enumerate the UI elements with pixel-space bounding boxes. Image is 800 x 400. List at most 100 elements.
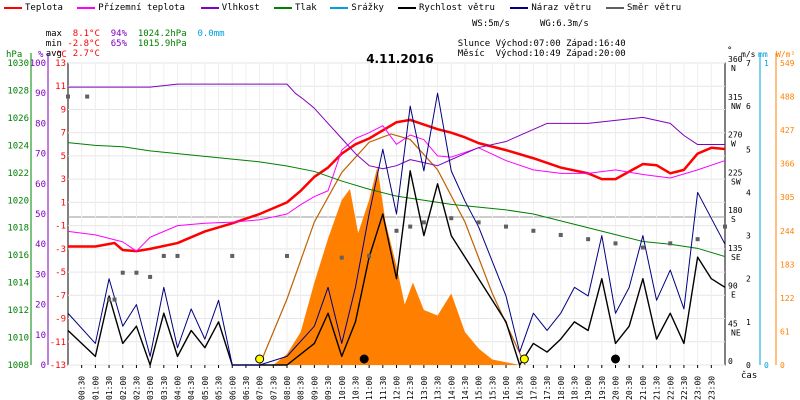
legend-label: Rychlost větru [419,3,495,13]
dir-tick-label: 135 [728,244,743,253]
x-tick-label: 06:00 [228,376,237,400]
ms-tick-label: 4 [746,188,751,197]
wm2-tick-label: 549 [780,59,795,68]
wind-direction-point [285,253,289,258]
hpa-axis-tick-label: 1026 [7,114,29,124]
stats-min: min -2.8°C 65% 1015.9hPa [24,29,187,59]
ms-tick-label: 7 [746,59,751,68]
dir-tick-compass: E [731,291,736,300]
ms-tick-label: 1 [746,318,751,327]
x-tick-label: 16:00 [502,376,511,400]
wm2-tick-label: 122 [780,294,795,303]
x-tick-label: 00:30 [78,376,87,400]
moon-label: Měsíc [457,49,485,59]
x-tick-label: 21:00 [639,376,648,400]
hpa-axis-tick-label: 1030 [7,59,29,69]
pct-axis-tick-label: 60 [35,180,46,190]
wm2-tick-label: 427 [780,126,795,135]
x-tick-label: 10:30 [351,376,360,400]
sun-set: Západ:16:40 [566,39,626,49]
legend-item: Tlak [274,3,317,13]
dir-tick-compass: SW [731,177,741,186]
ms-tick-label: 3 [746,232,751,241]
dir-tick-compass: S [731,215,736,224]
x-tick-label: 11:30 [379,376,388,400]
pct-axis-tick-label: 10 [35,331,46,341]
wind-direction-point [504,224,508,229]
x-tick-label: 07:30 [269,376,278,400]
chart-title: 4.11.2016 [366,52,434,66]
legend-swatch [330,6,349,9]
x-tick-label: 09:00 [310,376,319,400]
sun-rise: Východ:07:00 [495,39,561,49]
legend-item: Rychlost větru [398,3,495,13]
stats-max-hum: 94% [110,29,127,39]
legend-label: Směr větru [627,3,682,13]
hpa-axis-tick-label: 1010 [7,334,29,344]
legend-swatch [606,6,624,9]
x-tick-label: 01:30 [105,376,114,400]
dir-tick-compass: NW [731,102,741,111]
wind-ws: WS:5m/s [472,19,510,29]
wm2-tick-label: 305 [780,193,795,202]
dir-tick-label: 90 [728,282,738,291]
wind-direction-point [421,220,426,225]
x-tick-label: 19:30 [598,376,607,400]
hpa-axis-tick-label: 1020 [7,196,29,206]
dir-tick-label: 180 [728,206,743,215]
pct-axis-tick-label: 40 [35,240,46,250]
x-tick-label: 20:30 [625,376,634,400]
x-tick-label: 10:00 [338,376,347,400]
pct-axis-tick-label: 70 [35,150,46,160]
dir-tick-compass: N [731,64,736,73]
ms-tick-label: 6 [746,102,751,111]
hpa-axis-tick-label: 1014 [7,279,29,289]
temp-axis-tick-label: 9 [61,105,66,115]
x-tick-label: 14:00 [447,376,456,400]
dir-tick-label: 45 [728,319,738,328]
x-tick-label: 17:30 [543,376,552,400]
wm2-tick-label: 0 [780,361,785,370]
dir-tick-label: 225 [728,168,743,177]
wm2-axis-unit: W/m² [776,50,795,59]
wind-direction-point [85,94,90,99]
stats-min-label: min [45,39,62,49]
temp-axis-tick-label: -3 [55,245,66,255]
temp-axis-tick-label: 3 [61,175,66,185]
wind-wg: WG:6.3m/s [540,19,589,29]
sun-label: Slunce [457,39,491,49]
wind-direction-point [640,245,645,250]
wind-direction-point [531,228,536,233]
hpa-axis-tick-label: 1008 [7,361,29,371]
wind-direction-point [449,216,454,221]
legend-item: Přízemní teplota [77,3,185,13]
wind-direction-point [367,253,372,258]
stats-min-press: 1015.9hPa [137,39,187,49]
wind-direction-point [558,232,563,237]
x-tick-label: 09:30 [324,376,333,400]
wind-direction-point [161,253,166,258]
sun-info: Slunce Východ:07:00 Západ:16:40 [436,29,626,59]
pct-axis-tick-label: 30 [35,270,46,280]
x-tick-label: 04:00 [174,376,183,400]
wm2-tick-label: 183 [780,260,795,269]
series-naraz-vetru [67,92,726,366]
wind-direction-point [723,224,727,229]
wind-direction-point [476,220,481,225]
ms-tick-label: 0 [746,361,751,370]
wind-direction-point [230,253,235,258]
temp-axis-tick-label: -7 [55,291,66,301]
legend-swatch [274,6,292,9]
dir-tick-compass: NE [731,328,741,337]
dir-axis-unit: ° [727,46,732,56]
legend-swatch [200,6,219,9]
legend-swatch [398,6,416,9]
stats-min-hum: 65% [110,39,127,49]
series-teplota [68,118,726,253]
wind-direction-point [107,297,112,302]
hpa-axis-unit: hPa [6,50,22,60]
pct-axis-tick-label: 100 [30,59,46,69]
x-tick-label: 14:30 [461,376,470,400]
x-tick-label: 08:30 [297,376,306,400]
